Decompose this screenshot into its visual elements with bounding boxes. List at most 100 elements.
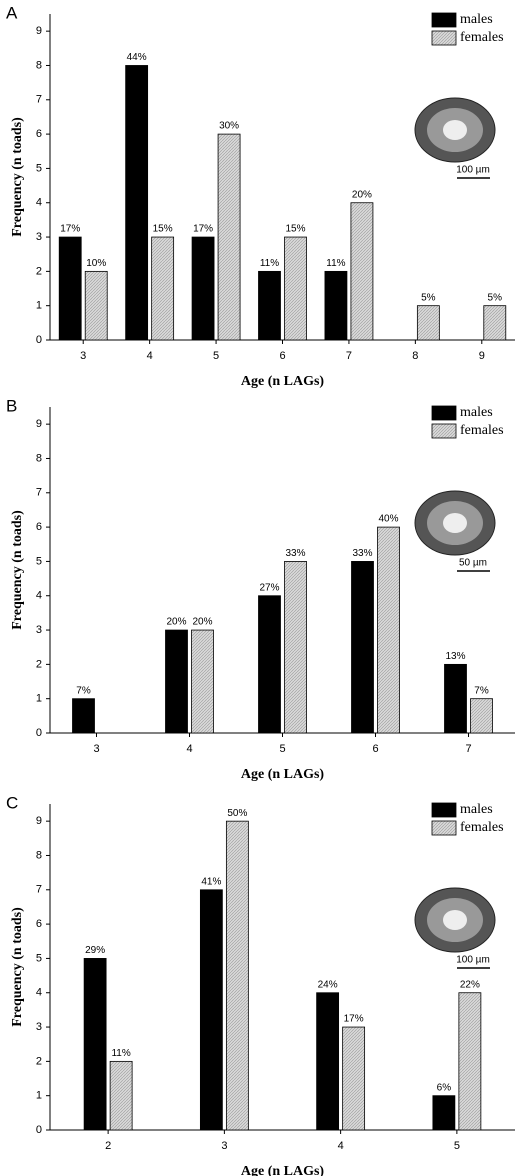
legend-swatch	[432, 13, 456, 27]
y-tick-label: 8	[36, 59, 42, 71]
bar	[471, 699, 493, 733]
bar	[152, 237, 174, 340]
legend-label: females	[460, 820, 504, 835]
x-tick-label: 4	[338, 1140, 344, 1152]
legend-swatch	[432, 31, 456, 45]
y-tick-label: 5	[36, 555, 42, 567]
y-tick-label: 6	[36, 918, 42, 930]
value-label: 15%	[153, 224, 173, 235]
bar	[285, 561, 307, 733]
bar	[73, 699, 95, 733]
y-tick-label: 2	[36, 265, 42, 277]
value-label: 41%	[201, 876, 221, 887]
legend-swatch	[432, 803, 456, 817]
y-tick-label: 7	[36, 94, 42, 106]
y-tick-label: 5	[36, 952, 42, 964]
y-tick-label: 1	[36, 300, 42, 312]
y-tick-label: 2	[36, 1055, 42, 1067]
bar	[84, 958, 106, 1130]
y-tick-label: 1	[36, 1090, 42, 1102]
x-tick-label: 2	[105, 1140, 111, 1152]
y-axis-label: Frequency (n toads)	[10, 117, 25, 237]
bar	[218, 134, 240, 340]
bar	[259, 596, 281, 733]
value-label: 30%	[219, 121, 239, 132]
scale-label: 50 µm	[459, 558, 487, 569]
inset-image	[443, 513, 467, 533]
bar	[59, 237, 81, 340]
bar	[459, 993, 481, 1130]
legend-swatch	[432, 821, 456, 835]
x-tick-label: 3	[93, 743, 99, 755]
inset-image	[443, 120, 467, 140]
x-tick-label: 7	[465, 743, 471, 755]
panel-label: A	[6, 3, 18, 22]
y-axis-label: Frequency (n toads)	[10, 907, 25, 1027]
y-tick-label: 6	[36, 521, 42, 533]
x-tick-label: 4	[186, 743, 192, 755]
x-tick-label: 5	[279, 743, 285, 755]
bar	[325, 271, 347, 340]
bar	[445, 664, 467, 733]
y-tick-label: 3	[36, 231, 42, 243]
y-tick-label: 4	[36, 197, 42, 209]
bar	[192, 630, 214, 733]
x-tick-label: 9	[479, 350, 485, 362]
y-axis-label: Frequency (n toads)	[10, 510, 25, 630]
x-tick-label: 6	[372, 743, 378, 755]
y-tick-label: 3	[36, 1021, 42, 1033]
value-label: 6%	[437, 1082, 452, 1093]
bar	[166, 630, 188, 733]
value-label: 15%	[285, 224, 305, 235]
value-label: 40%	[378, 514, 398, 525]
legend-label: males	[460, 802, 493, 817]
panel-label: C	[6, 793, 18, 812]
value-label: 24%	[318, 979, 338, 990]
value-label: 17%	[344, 1014, 364, 1025]
value-label: 5%	[488, 292, 503, 303]
y-tick-label: 9	[36, 25, 42, 37]
y-tick-label: 4	[36, 590, 42, 602]
bar	[352, 561, 374, 733]
value-label: 13%	[445, 651, 465, 662]
figure: A0123456789Frequency (n toads)Age (n LAG…	[0, 0, 524, 1176]
bar	[259, 271, 281, 340]
value-label: 17%	[193, 224, 213, 235]
x-axis-label: Age (n LAGs)	[241, 1164, 325, 1176]
legend-swatch	[432, 406, 456, 420]
inset-image	[443, 910, 467, 930]
legend-label: males	[460, 12, 493, 27]
x-tick-label: 6	[279, 350, 285, 362]
x-axis-label: Age (n LAGs)	[241, 374, 325, 389]
value-label: 11%	[260, 258, 279, 269]
bar	[433, 1096, 455, 1130]
x-tick-label: 7	[346, 350, 352, 362]
x-tick-label: 5	[213, 350, 219, 362]
value-label: 10%	[86, 258, 106, 269]
y-tick-label: 7	[36, 487, 42, 499]
scale-label: 100 µm	[456, 955, 490, 966]
bar	[85, 271, 107, 340]
value-label: 7%	[76, 685, 91, 696]
x-tick-label: 3	[221, 1140, 227, 1152]
value-label: 20%	[352, 189, 372, 200]
panel-label: B	[6, 396, 17, 415]
legend-label: females	[460, 30, 504, 45]
legend-swatch	[432, 424, 456, 438]
value-label: 20%	[166, 617, 186, 628]
bar	[192, 237, 214, 340]
x-tick-label: 3	[80, 350, 86, 362]
value-label: 5%	[421, 292, 436, 303]
value-label: 17%	[60, 224, 80, 235]
scale-label: 100 µm	[456, 165, 490, 176]
value-label: 11%	[111, 1048, 130, 1059]
bar	[417, 306, 439, 340]
y-tick-label: 1	[36, 693, 42, 705]
bar	[343, 1027, 365, 1130]
y-tick-label: 9	[36, 418, 42, 430]
value-label: 20%	[192, 617, 212, 628]
y-tick-label: 7	[36, 884, 42, 896]
bar	[378, 527, 400, 733]
bar	[226, 821, 248, 1130]
y-tick-label: 4	[36, 987, 42, 999]
